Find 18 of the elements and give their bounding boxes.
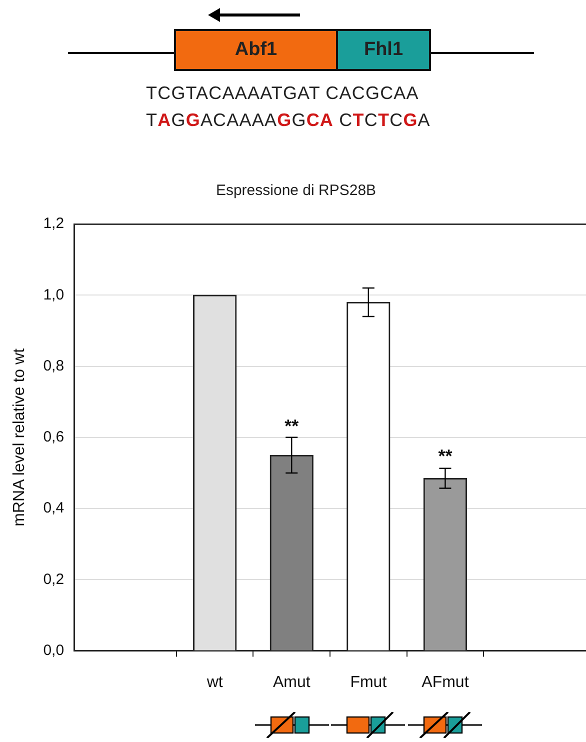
y-tick-label: 1,0 [43, 286, 64, 304]
x-tick-label: AFmut [422, 674, 470, 691]
y-tick-label: 1,2 [43, 215, 64, 232]
y-tick-label: 0,0 [43, 642, 64, 659]
x-tick-label: Fmut [350, 674, 388, 691]
y-tick-label: 0,8 [43, 357, 64, 374]
x-tick-label: wt [206, 674, 224, 691]
y-tick-label: 0,6 [43, 428, 64, 446]
x-tick-label: Amut [272, 674, 311, 691]
y-tick-label: 0,4 [43, 500, 64, 517]
annotation: ** [438, 446, 452, 466]
chart-title: Espressione di RPS28B [216, 182, 376, 200]
y-tick-label: 0,2 [43, 570, 64, 588]
annotation: ** [284, 416, 299, 436]
text: TCGTACAAAATGAT CACGCAA [146, 82, 420, 105]
y-axis-title: mRNA level relative to wt [11, 348, 28, 526]
text: TAGGACAAAAGGCA CTCTCGA [146, 110, 430, 130]
gene-diagram: Abf1 Fhl1 [68, 8, 534, 74]
